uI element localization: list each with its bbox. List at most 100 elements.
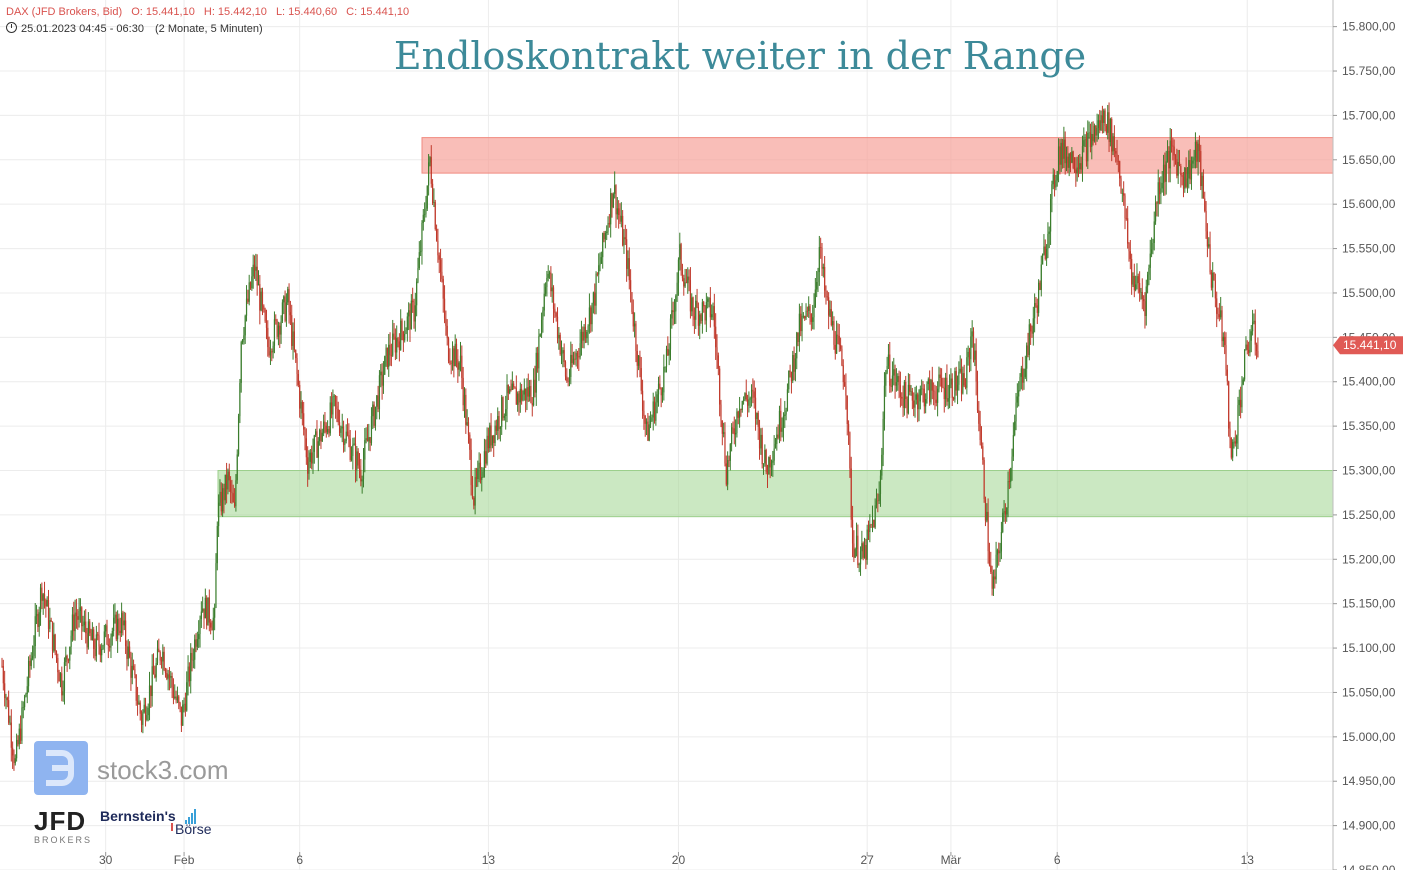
jfd-logo: JFD (34, 806, 87, 836)
candle-body (563, 350, 565, 363)
candle-body (1222, 336, 1224, 342)
candle-body (20, 728, 22, 741)
candle-body (576, 352, 579, 357)
candle-body (497, 416, 499, 431)
candle-body (398, 341, 400, 350)
candle-body (943, 387, 945, 400)
x-tick-label: 6 (296, 853, 303, 867)
candle-body (1208, 244, 1210, 247)
candle-body (1206, 231, 1209, 247)
candle-body (773, 448, 775, 461)
candle-body (962, 373, 964, 394)
candle-body (356, 451, 358, 471)
candle-body (1040, 264, 1042, 290)
candle-body (1212, 272, 1214, 288)
candle-body (996, 550, 999, 555)
candle-body (378, 375, 381, 410)
candle-body (1031, 331, 1033, 334)
candle-body (550, 272, 552, 292)
candle-body (511, 383, 513, 391)
candle-body (1063, 139, 1065, 159)
candle-body (292, 331, 294, 346)
candle-body (14, 758, 16, 764)
candle-body (1221, 310, 1223, 342)
candle-body (54, 634, 56, 652)
candle-body (150, 685, 152, 696)
candle-body (219, 491, 221, 503)
candle-body (453, 348, 455, 367)
candle-body (801, 315, 803, 332)
candle-body (669, 318, 672, 350)
candle-body (49, 620, 51, 629)
candle-body (334, 395, 337, 407)
last-price-label: 15.441,10 (1343, 338, 1397, 352)
candle-body (131, 665, 133, 678)
candle-body (1161, 182, 1163, 189)
candle-body (394, 336, 396, 353)
candle-body (1097, 120, 1100, 128)
candle-body (156, 648, 159, 664)
candle-body (79, 607, 82, 611)
candle-body (930, 380, 932, 403)
candle-body (457, 359, 459, 370)
candle-body (843, 382, 846, 387)
candle-body (1077, 167, 1080, 170)
candle-body (806, 310, 808, 312)
candle-body (623, 237, 625, 246)
candle-body (330, 402, 333, 415)
candle-body (126, 645, 128, 659)
candle-body (556, 316, 559, 339)
candle-body (1116, 153, 1118, 162)
candle-body (22, 707, 24, 708)
candle-body (1218, 314, 1220, 318)
last-price-tag: 15.441,10 (1333, 336, 1403, 355)
candle-body (699, 314, 701, 326)
candle-body (397, 338, 399, 342)
candle-body (810, 314, 812, 322)
candle-body (647, 421, 649, 441)
candle-body (1088, 132, 1090, 134)
candle-body (1233, 441, 1235, 443)
candle-body (166, 673, 168, 679)
candle-body (1135, 284, 1137, 291)
candle-body (619, 214, 621, 222)
candle-body (673, 311, 676, 313)
candle-body (490, 425, 492, 446)
candle-body (70, 635, 72, 647)
candle-body (337, 409, 339, 423)
candle-body (950, 378, 952, 385)
candle-body (672, 310, 674, 313)
candle-body (941, 378, 943, 387)
candle-body (354, 443, 357, 471)
candle-body (1170, 140, 1173, 146)
candle-body (186, 682, 188, 711)
candle-body (980, 439, 983, 447)
candle-body (421, 222, 423, 252)
candle-body (184, 703, 187, 711)
candle-body (700, 314, 702, 321)
candle-body (704, 306, 706, 321)
candle-body (66, 655, 68, 660)
candle-body (8, 700, 10, 723)
candle-body (1197, 143, 1199, 162)
candle-body (697, 306, 699, 326)
candle-body (1104, 110, 1106, 126)
candle-body (128, 646, 131, 658)
candle-body (893, 369, 895, 376)
candle-body (333, 395, 335, 397)
candle-body (637, 355, 640, 366)
candle-body (1205, 211, 1207, 232)
candle-body (1080, 163, 1082, 170)
candle-body (1209, 244, 1211, 273)
y-tick-label: 15.550,00 (1342, 242, 1396, 256)
candle-body (798, 313, 800, 342)
candle-body (1036, 305, 1038, 313)
y-tick-label: 15.250,00 (1342, 508, 1396, 522)
candle-body (243, 335, 245, 340)
candle-body (320, 429, 322, 442)
candle-body (1027, 345, 1029, 355)
candle-body (675, 295, 677, 312)
candle-body (59, 673, 62, 682)
candle-body (727, 460, 729, 485)
